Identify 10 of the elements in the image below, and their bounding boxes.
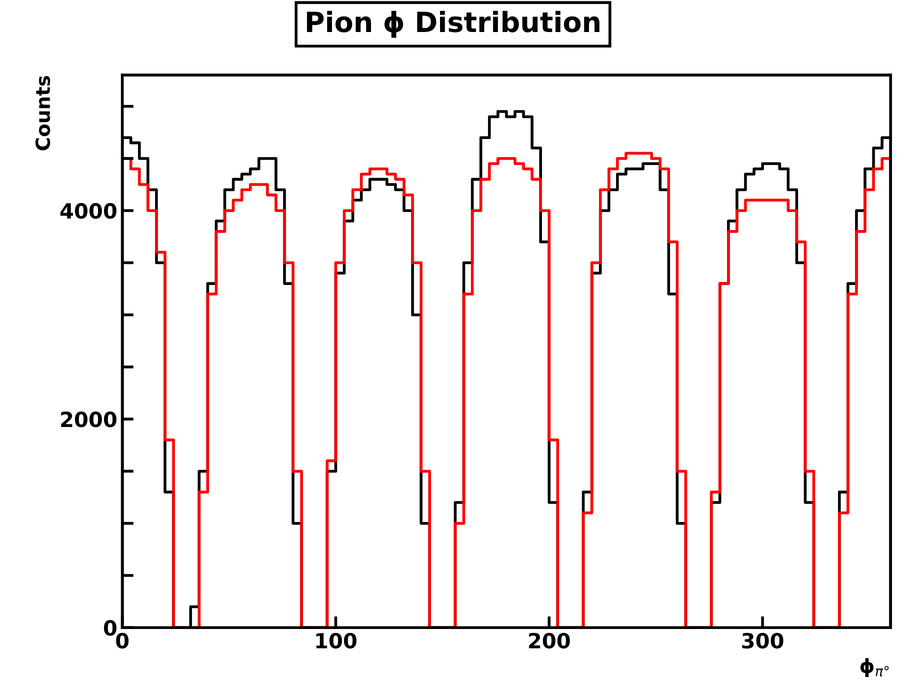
x-axis-title: ϕ$_{π°}$ <box>860 658 889 677</box>
y-tick-label: 4000 <box>60 203 116 219</box>
x-tick-label: 200 <box>529 632 570 649</box>
x-tick-label: 300 <box>742 632 784 649</box>
x-tick-label: 100 <box>316 632 356 649</box>
chart-title: Pion ϕ Distribution <box>306 10 600 38</box>
x-tick-label: 0 <box>116 632 129 649</box>
y-axis-title: Counts <box>35 76 50 150</box>
y-tick-label: 2000 <box>61 412 116 428</box>
y-tick-label: 0 <box>104 620 116 636</box>
